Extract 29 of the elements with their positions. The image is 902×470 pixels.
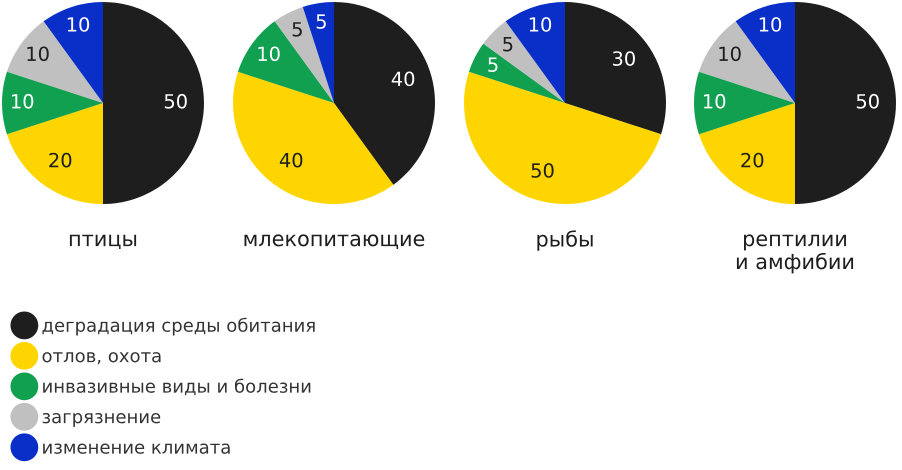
text: рыбы bbox=[537, 230, 593, 251]
data-label: 10 bbox=[258, 46, 280, 62]
text: птицы bbox=[70, 234, 136, 249]
data-label: 10 bbox=[760, 17, 782, 32]
data-label: 20 bbox=[741, 152, 764, 168]
data-label: 50 bbox=[856, 94, 879, 109]
data-label: 10 bbox=[68, 17, 90, 32]
legend-label: изменение климата bbox=[43, 443, 230, 454]
data-label: 10 bbox=[530, 17, 552, 32]
data-label: 10 bbox=[12, 94, 34, 109]
data-label: 20 bbox=[49, 152, 72, 168]
data-label: 5 bbox=[503, 37, 512, 52]
data-label: 50 bbox=[164, 94, 187, 109]
data-label: 40 bbox=[280, 152, 302, 168]
data-label: 10 bbox=[719, 46, 741, 62]
data-label: 5 bbox=[488, 58, 498, 72]
data-label: 5 bbox=[292, 22, 302, 37]
data-label: 30 bbox=[612, 51, 635, 66]
data-label: 40 bbox=[392, 71, 414, 86]
data-label: 50 bbox=[532, 163, 554, 178]
text: рептилии и амфибии bbox=[736, 234, 854, 274]
data-label: 10 bbox=[27, 46, 49, 62]
legend-label: загрязнение bbox=[42, 413, 160, 427]
legend-label: отлов, охота bbox=[42, 352, 161, 364]
text: млекопитающие bbox=[244, 234, 424, 249]
data-label: 5 bbox=[316, 14, 326, 29]
legend-label: деградация среды обитания bbox=[42, 318, 315, 336]
legend-label: инвазивные виды и болезни bbox=[43, 378, 310, 396]
data-label: 10 bbox=[704, 94, 726, 109]
